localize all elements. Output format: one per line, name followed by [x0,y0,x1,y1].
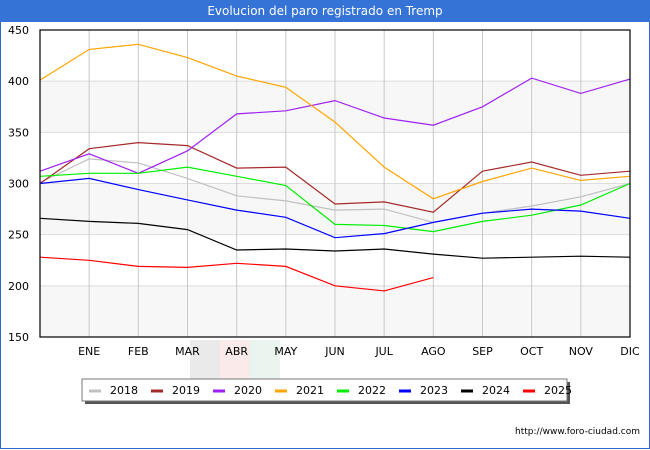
legend-label-2025: 2025 [544,384,572,397]
x-tick-label: DIC [620,345,640,358]
legend-label-2023: 2023 [420,384,448,397]
plot-border [39,29,631,338]
legend-label-2021: 2021 [296,384,324,397]
y-tick-label: 150 [8,331,29,344]
legend-label-2020: 2020 [234,384,262,397]
legend-label-2024: 2024 [482,384,510,397]
series-line-2019 [39,141,631,213]
series-line-2018 [39,158,631,224]
series-lines [39,43,631,292]
x-tick-label: ENE [78,345,100,358]
legend-label-2022: 2022 [358,384,386,397]
legend-label-2018: 2018 [110,384,138,397]
y-tick-label: 350 [8,126,29,139]
x-tick-label: MAR [175,345,200,358]
series-line-2024 [39,217,631,259]
x-tick-label: OCT [520,345,543,358]
legend-box [81,378,568,402]
axes [39,29,631,338]
y-tick-label: 400 [8,75,29,88]
y-tick-label: 200 [8,280,29,293]
y-tick-labels: 150 200 250 300 350 400 450 [8,24,29,344]
series-line-2021 [39,43,631,200]
x-tick-label: SEP [472,345,493,358]
x-tick-label: ABR [225,345,248,358]
series-line-2022 [39,166,631,233]
chart-title: Evolucion del paro registrado en Tremp [0,0,650,22]
legend: 2018 2019 2020 2021 2022 2023 2024 2025 [81,378,572,404]
series-line-2023 [39,177,631,239]
x-tick-label: JUL [374,345,393,358]
series-line-2025 [39,256,434,292]
legend-label-2019: 2019 [172,384,200,397]
y-tick-label: 450 [8,24,29,37]
source-url[interactable]: http://www.foro-ciudad.com [515,427,640,437]
y-tick-label: 250 [8,229,29,242]
y-tick-label: 300 [8,178,29,191]
x-tick-label: MAY [274,345,297,358]
x-tick-label: AGO [421,345,446,358]
x-tick-labels: ENE FEB MAR ABR MAY JUN JUL AGO SEP OCT NOV DIC [78,345,640,358]
x-tick-label: FEB [128,345,149,358]
x-tick-label: JUN [324,345,345,358]
x-tick-label: NOV [569,345,594,358]
